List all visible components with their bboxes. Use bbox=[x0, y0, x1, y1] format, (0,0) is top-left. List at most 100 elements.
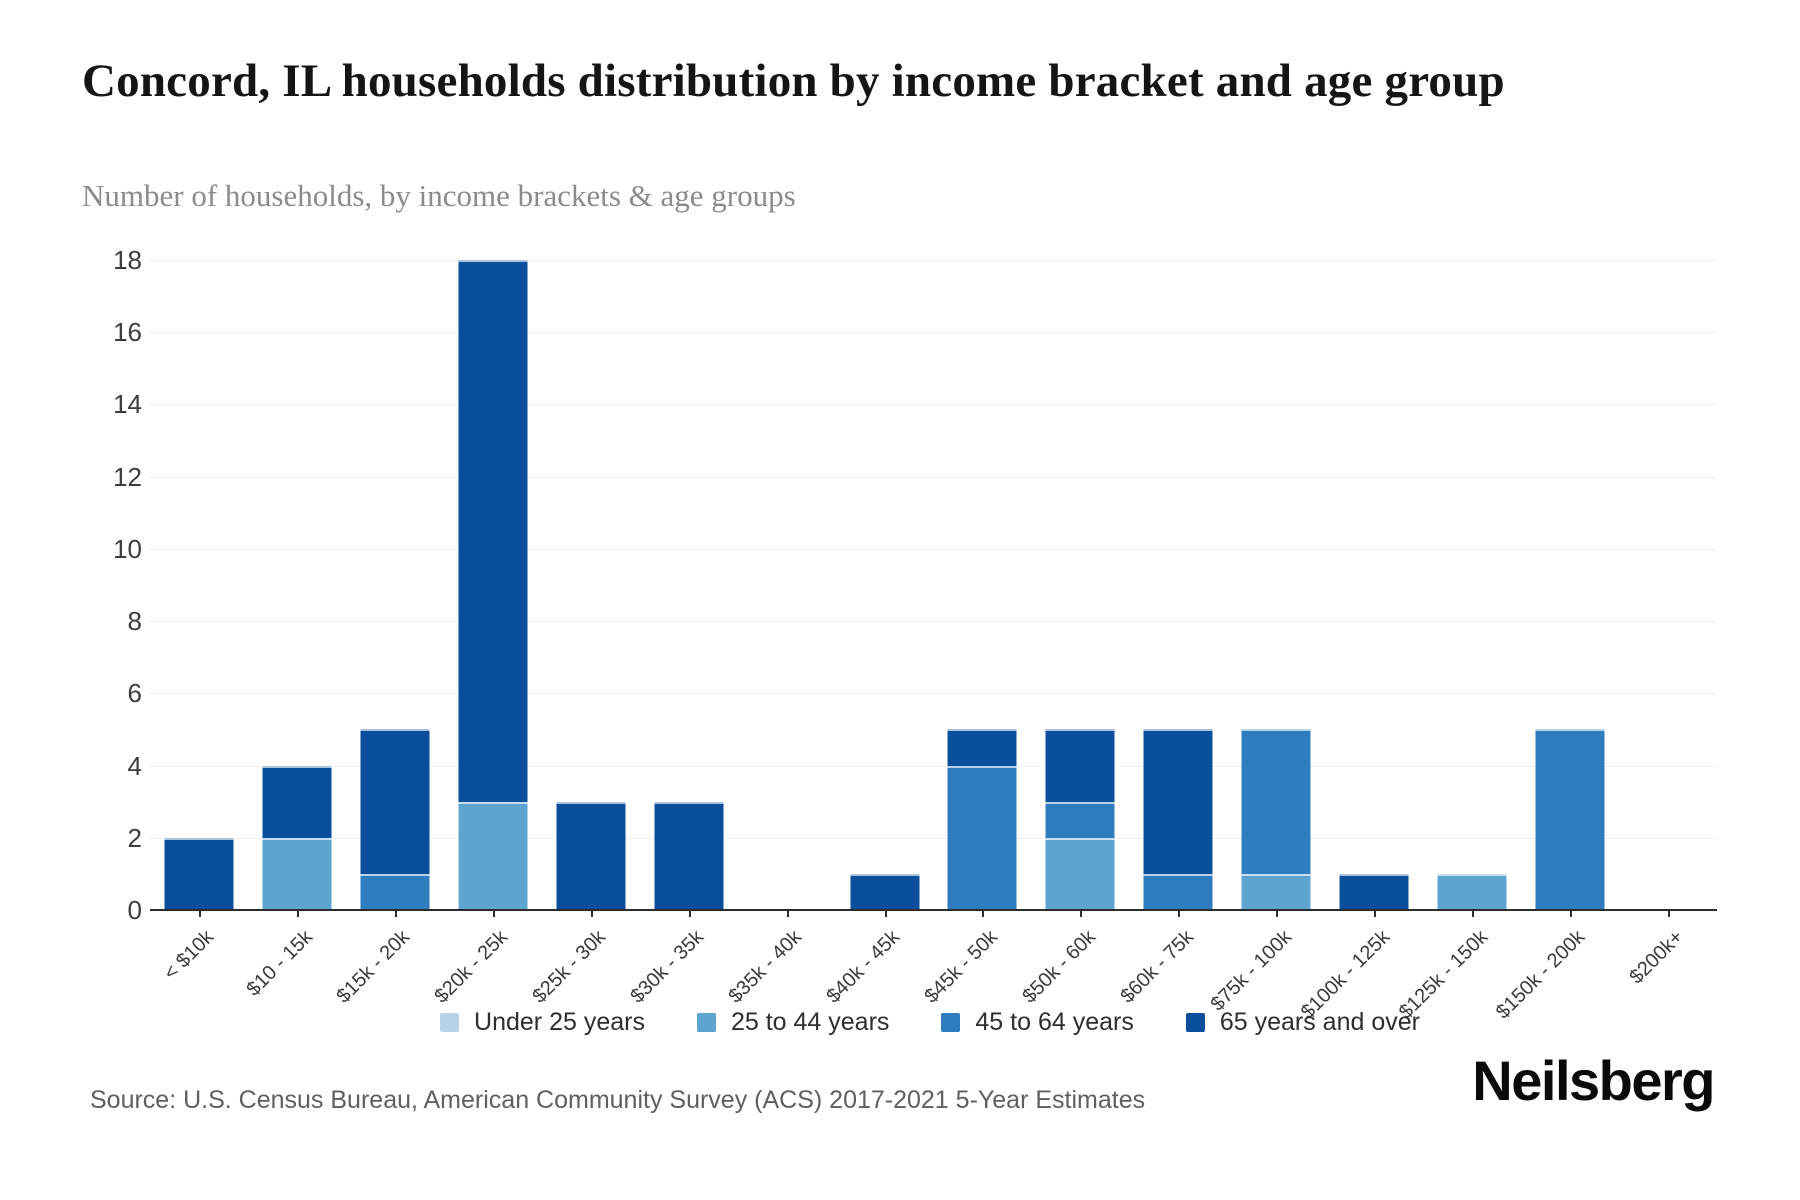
stacked-bar[interactable] bbox=[556, 801, 626, 910]
x-tick-label: $20k - 25k bbox=[430, 926, 513, 1008]
x-axis-line bbox=[150, 909, 1717, 911]
bar-segment[interactable] bbox=[1143, 873, 1213, 910]
bar-segment[interactable] bbox=[1241, 729, 1311, 874]
bar-segment[interactable] bbox=[1045, 837, 1115, 910]
category-band: $35k - 40k bbox=[725, 260, 836, 1008]
x-tick-label: $75k - 100k bbox=[1206, 926, 1296, 1016]
bar-segment[interactable] bbox=[947, 729, 1017, 766]
bar-segment[interactable] bbox=[1241, 873, 1311, 910]
bar-segment[interactable] bbox=[360, 729, 430, 874]
legend-item[interactable]: Under 25 years bbox=[440, 1008, 645, 1037]
category-band: $15k - 20k bbox=[333, 260, 444, 1008]
bar-segment[interactable] bbox=[458, 801, 528, 910]
legend-item[interactable]: 45 to 64 years bbox=[941, 1008, 1134, 1037]
x-tick-label: $35k - 40k bbox=[724, 926, 807, 1008]
gridline-y-18 bbox=[150, 260, 1717, 261]
bar-segment[interactable] bbox=[1535, 729, 1605, 910]
plot-area: < $10k $10 - 15k $15k - 20k $20k - 25k $25k … bbox=[150, 260, 1717, 1023]
x-tick-mark bbox=[296, 910, 299, 917]
stacked-bar-chart: < $10k $10 - 15k $15k - 20k $20k - 25k $25k … bbox=[0, 245, 1800, 1023]
y-tick-label-6: 6 bbox=[127, 678, 142, 709]
stacked-bar[interactable] bbox=[1241, 729, 1311, 910]
gridline-y-2 bbox=[150, 837, 1717, 839]
brand-logo: Neilsberg bbox=[1472, 1049, 1715, 1112]
bar-segment[interactable] bbox=[262, 765, 332, 838]
y-tick-label-8: 8 bbox=[127, 606, 142, 637]
x-tick-mark bbox=[394, 910, 397, 917]
stacked-bar[interactable] bbox=[262, 765, 332, 910]
stacked-bar[interactable] bbox=[1535, 729, 1605, 910]
bar-segment[interactable] bbox=[654, 801, 724, 910]
x-tick-mark bbox=[1668, 910, 1671, 917]
legend-swatch-icon bbox=[941, 1013, 961, 1032]
legend-swatch-icon bbox=[696, 1013, 716, 1032]
category-band: $20k - 25k bbox=[431, 260, 542, 1008]
legend-item[interactable]: 65 years and over bbox=[1185, 1008, 1420, 1037]
stacked-bar[interactable] bbox=[458, 260, 528, 910]
x-tick-label: $40k - 45k bbox=[822, 926, 905, 1008]
gridline-y-8 bbox=[150, 621, 1717, 623]
bar-segment[interactable] bbox=[262, 837, 332, 910]
y-tick-label-2: 2 bbox=[127, 822, 142, 853]
bar-segment[interactable] bbox=[947, 765, 1017, 910]
legend-item[interactable]: 25 to 44 years bbox=[696, 1008, 890, 1037]
category-band: $30k - 35k bbox=[627, 260, 738, 1008]
x-tick-mark bbox=[1472, 910, 1475, 917]
page-title: Concord, IL households distribution by i… bbox=[82, 55, 1505, 107]
bar-segment[interactable] bbox=[1339, 873, 1409, 910]
bar-segment[interactable] bbox=[1045, 801, 1115, 838]
x-tick-label: $45k - 50k bbox=[920, 926, 1003, 1008]
y-tick-label-12: 12 bbox=[113, 461, 142, 492]
category-band: $45k - 50k bbox=[920, 260, 1032, 1008]
category-band: $75k - 100k bbox=[1206, 260, 1325, 1015]
bar-segment[interactable] bbox=[1143, 729, 1213, 874]
x-tick-mark bbox=[1570, 910, 1573, 917]
legend-label: 25 to 44 years bbox=[730, 1008, 890, 1036]
category-band: $40k - 45k bbox=[822, 260, 934, 1008]
category-band: $60k - 75k bbox=[1116, 260, 1227, 1008]
category-band: $125k - 150k bbox=[1394, 260, 1521, 1023]
category-band: $200k+ bbox=[1619, 260, 1717, 988]
page-subtitle: Number of households, by income brackets… bbox=[82, 178, 796, 213]
bar-segment[interactable] bbox=[556, 801, 626, 910]
bar-segment[interactable] bbox=[458, 260, 528, 802]
legend-swatch-icon bbox=[440, 1013, 460, 1032]
bar-segment[interactable] bbox=[1437, 873, 1507, 910]
source-note: Source: U.S. Census Bureau, American Com… bbox=[90, 1086, 1146, 1114]
legend-label: 45 to 64 years bbox=[975, 1008, 1134, 1036]
x-tick-label: $30k - 35k bbox=[626, 926, 709, 1008]
x-tick-label: $15k - 20k bbox=[332, 926, 415, 1008]
x-tick-label: $50k - 60k bbox=[1018, 926, 1100, 1008]
x-tick-mark bbox=[786, 910, 789, 917]
gridline-y-12 bbox=[150, 476, 1717, 478]
chart-legend: Under 25 years 25 to 44 years 45 to 64 yea… bbox=[60, 1008, 1800, 1037]
x-tick-mark bbox=[1080, 910, 1083, 917]
category-band: $100k - 125k bbox=[1296, 260, 1423, 1023]
stacked-bar[interactable] bbox=[654, 801, 724, 910]
gridline-y-10 bbox=[150, 548, 1717, 550]
legend-swatch-icon bbox=[1185, 1013, 1205, 1032]
x-tick-mark bbox=[590, 910, 593, 917]
category-band: $10 - 15k bbox=[242, 260, 346, 1001]
bar-segment[interactable] bbox=[850, 873, 920, 910]
x-tick-mark bbox=[1374, 910, 1377, 917]
gridline-y-4 bbox=[150, 765, 1717, 767]
stacked-bar[interactable] bbox=[164, 837, 234, 910]
gridline-y-14 bbox=[150, 404, 1717, 406]
x-tick-label: $200k+ bbox=[1625, 926, 1688, 989]
stacked-bar[interactable] bbox=[947, 729, 1017, 910]
stacked-bar[interactable] bbox=[850, 873, 920, 910]
category-band: $25k - 30k bbox=[529, 260, 640, 1008]
stacked-bar[interactable] bbox=[1045, 729, 1115, 910]
stacked-bar[interactable] bbox=[1437, 873, 1507, 910]
stacked-bar[interactable] bbox=[1339, 873, 1409, 910]
x-tick-label: $10 - 15k bbox=[241, 926, 317, 1001]
stacked-bar[interactable] bbox=[1143, 729, 1213, 910]
bar-segment[interactable] bbox=[1045, 729, 1115, 802]
bar-segment[interactable] bbox=[164, 837, 234, 910]
x-tick-label: < $10k bbox=[160, 926, 219, 985]
stacked-bar[interactable] bbox=[360, 729, 430, 910]
bar-segment[interactable] bbox=[360, 873, 430, 910]
category-band: $50k - 60k bbox=[1018, 260, 1129, 1008]
